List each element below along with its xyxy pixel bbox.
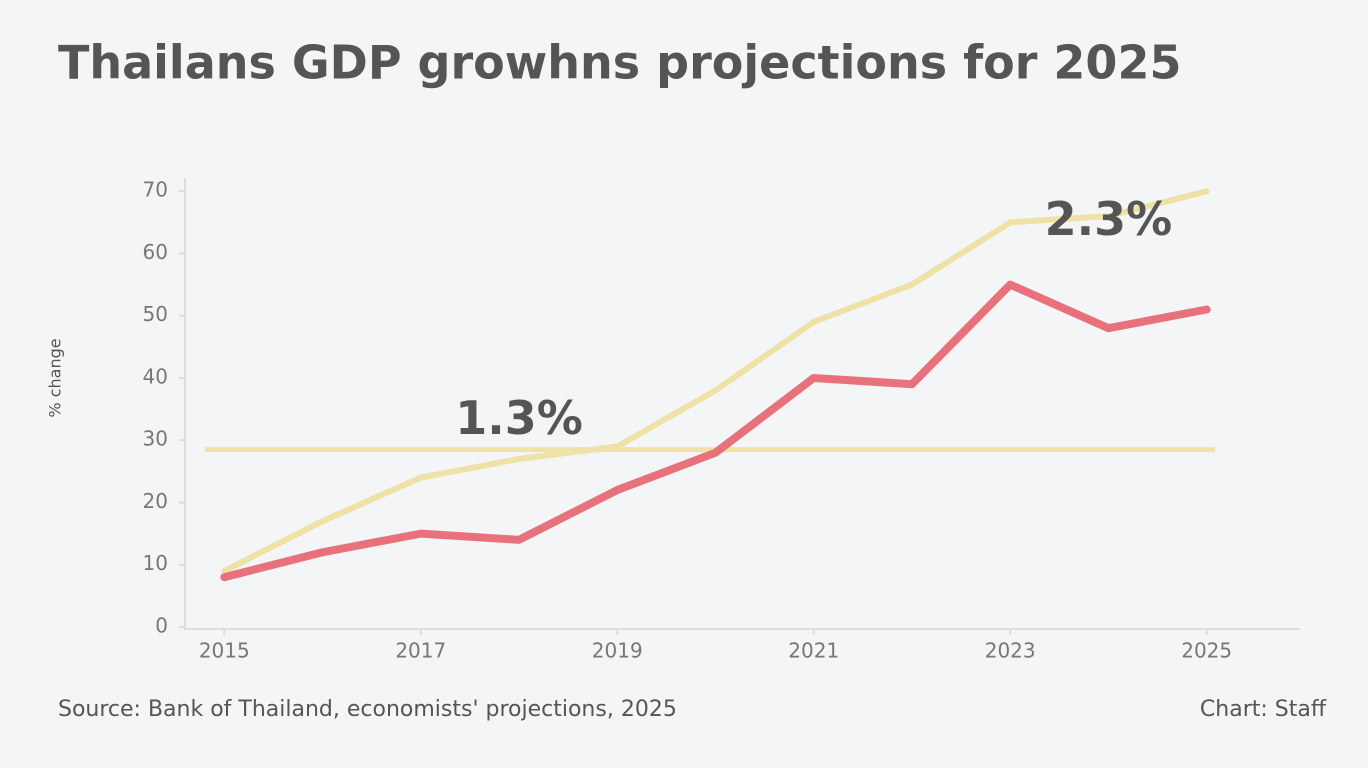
x-tick-label: 2021: [788, 639, 839, 663]
annotation: 2.3%: [1045, 192, 1173, 246]
y-tick-label: 20: [143, 489, 168, 513]
x-tick-label: 2015: [199, 639, 250, 663]
x-tick-label: 2019: [592, 639, 643, 663]
y-tick-label: 50: [143, 302, 168, 326]
chart-title: Thailans GDP growhns projections for 202…: [58, 36, 1181, 90]
y-tick-label: 70: [143, 178, 168, 202]
series-line: [221, 188, 1210, 574]
y-tick-label: 60: [143, 240, 168, 264]
y-tick-label: 30: [143, 427, 168, 451]
x-tick-label: 2025: [1181, 639, 1232, 663]
y-tick-label: 10: [143, 551, 168, 575]
y-tick-label: 40: [143, 364, 168, 388]
x-tick-label: 2017: [395, 639, 446, 663]
y-tick-label: 0: [155, 614, 168, 638]
annotation: 1.3%: [455, 391, 583, 445]
y-axis-label: % change: [46, 338, 65, 417]
series-line: [220, 280, 1211, 582]
credit-note: Chart: Staff: [1200, 697, 1327, 722]
x-tick-label: 2023: [985, 639, 1036, 663]
source-note: Source: Bank of Thailand, economists' pr…: [58, 697, 677, 722]
